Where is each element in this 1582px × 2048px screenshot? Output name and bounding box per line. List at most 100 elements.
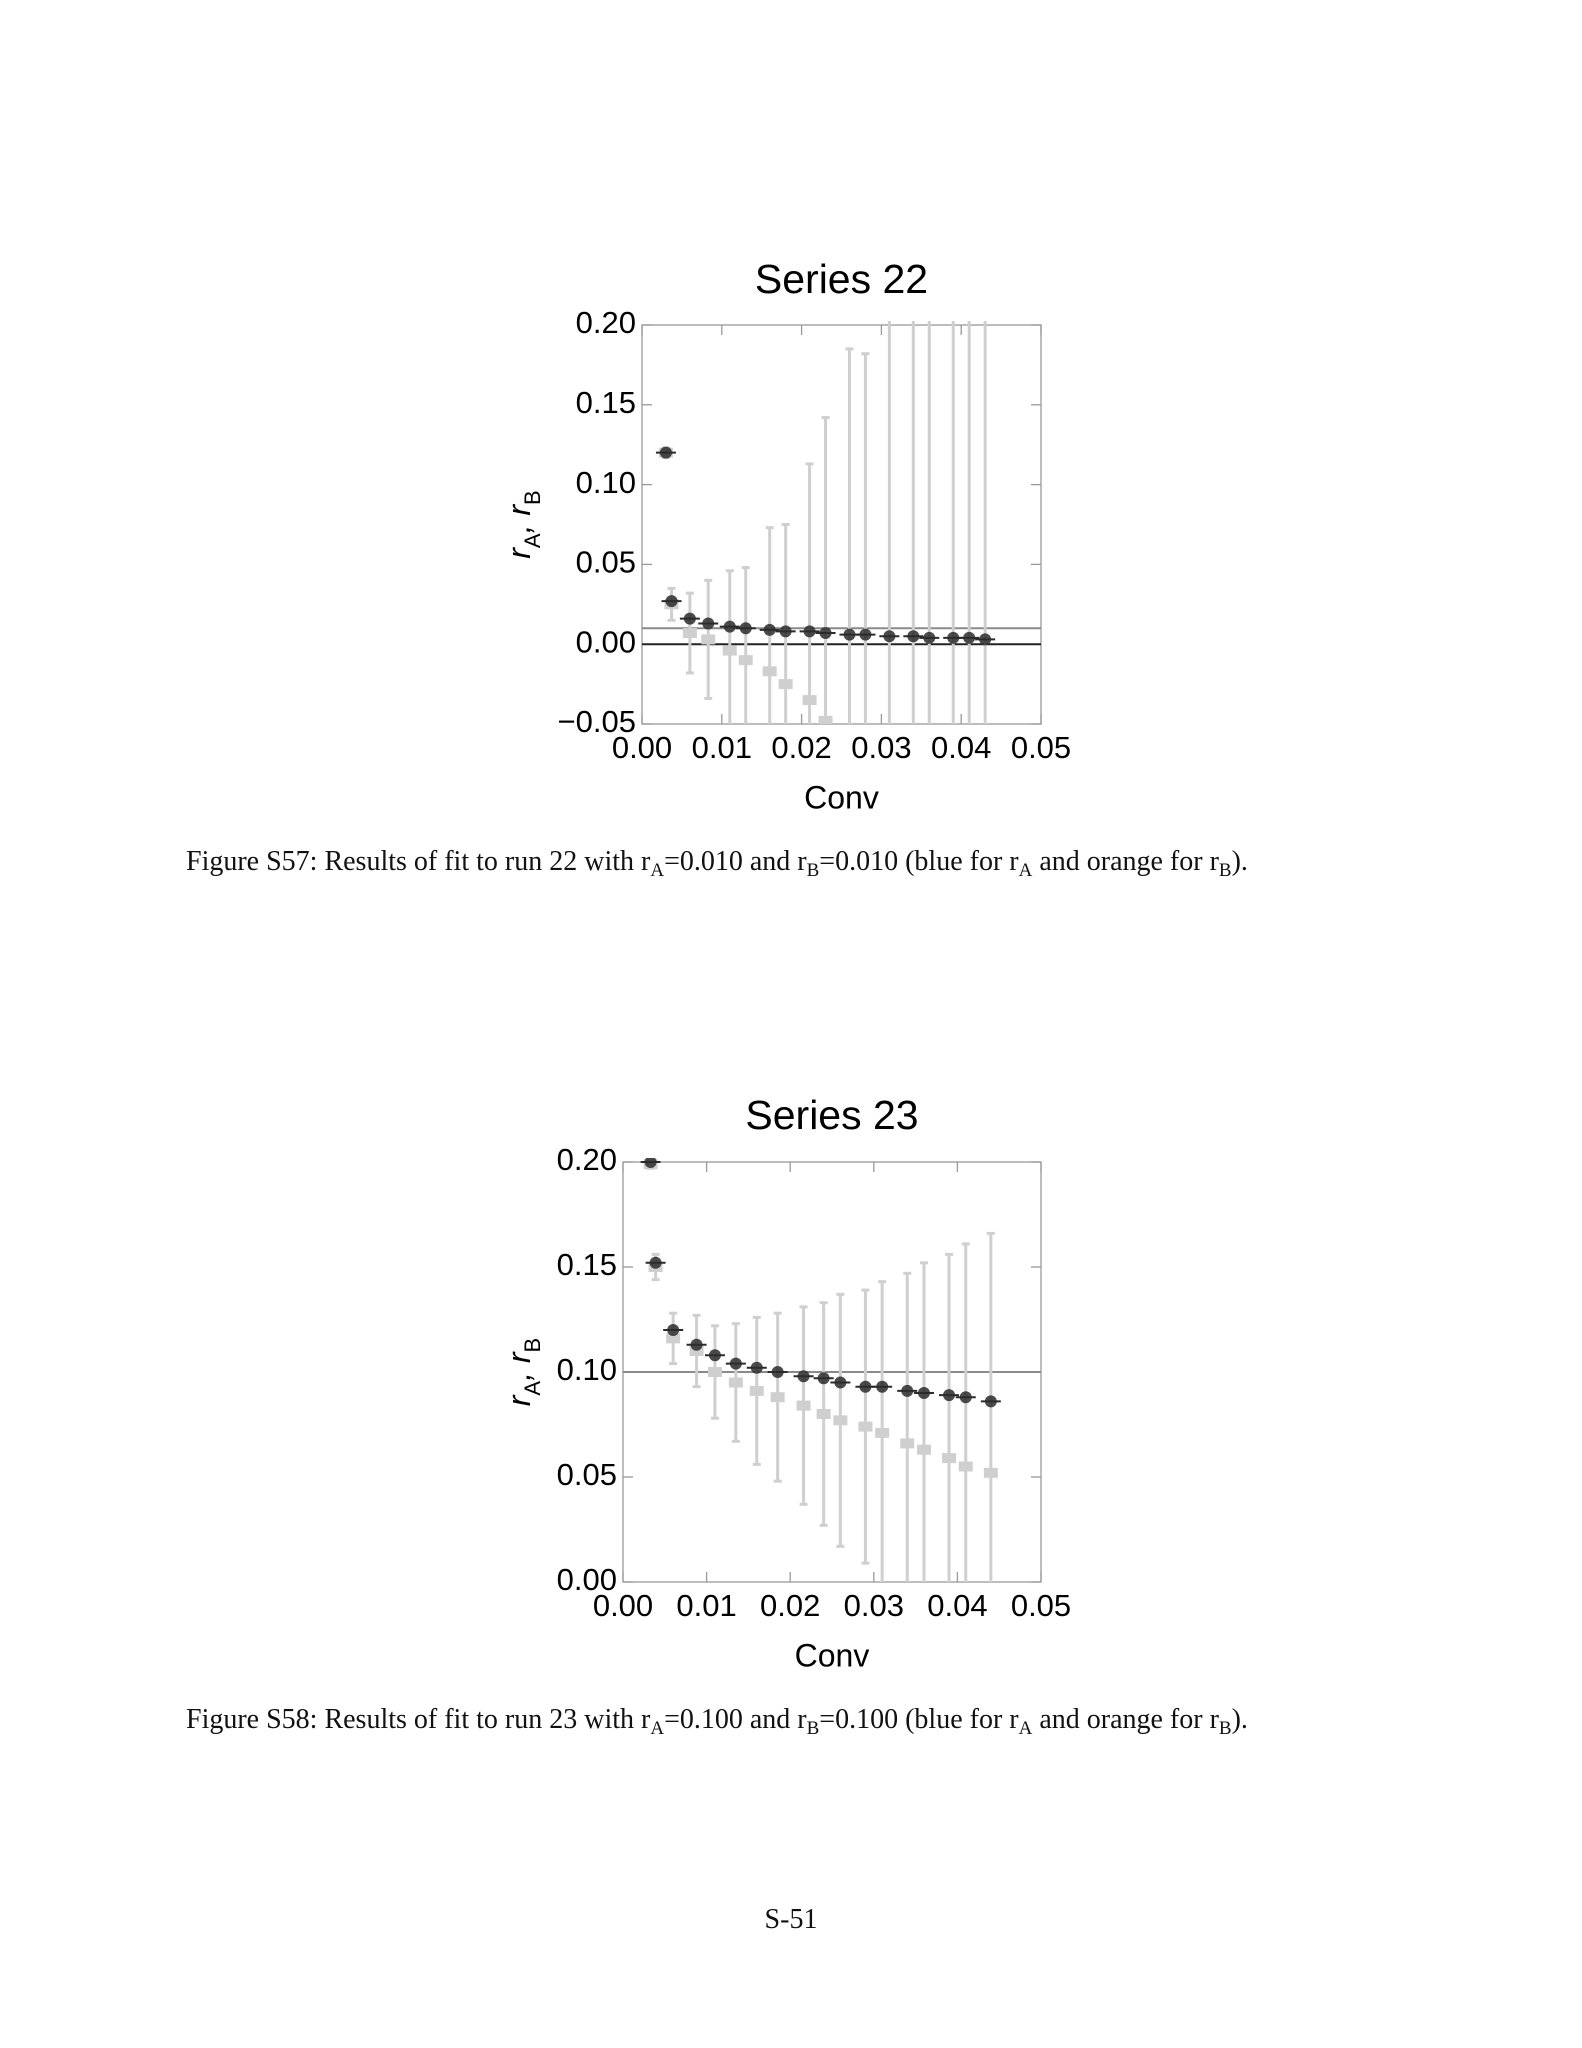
point: [739, 622, 752, 635]
caption-subscript: B: [806, 860, 820, 881]
caption-subscript: A: [650, 1718, 665, 1739]
point: [778, 679, 793, 690]
x-tick-label: 0.01: [676, 1588, 736, 1623]
point: [683, 612, 696, 625]
y-axis-label-text: , r: [501, 1351, 537, 1381]
point: [858, 767, 872, 777]
caption: Figure S57: Results of fit to run 22 wit…: [186, 843, 1390, 881]
point: [649, 1256, 662, 1269]
point: [722, 645, 737, 656]
point: [947, 631, 960, 644]
point: [659, 446, 672, 459]
point: [667, 1324, 680, 1336]
point: [946, 895, 960, 905]
point: [707, 1367, 722, 1377]
caption: Figure S58: Results of fit to run 23 wit…: [186, 1701, 1390, 1739]
caption-text: and orange for r: [1032, 846, 1219, 877]
point: [917, 1387, 930, 1399]
y-axis-label: rA, rB: [501, 1338, 545, 1406]
point: [819, 627, 832, 640]
caption-text: =0.010 and r: [664, 846, 807, 877]
y-tick-label: 0.20: [557, 1142, 617, 1177]
y-tick-label: 0.10: [576, 465, 636, 500]
plot-frame: [641, 324, 1042, 725]
point: [983, 1467, 998, 1478]
caption-subscript: A: [1018, 1718, 1033, 1739]
x-tick-label: 0.02: [760, 1588, 820, 1623]
point: [958, 1461, 973, 1472]
caption-text: and orange for r: [1032, 1704, 1219, 1735]
point: [666, 1333, 681, 1344]
point: [729, 1357, 742, 1370]
point: [762, 666, 777, 677]
y-axis-label-subscript: B: [520, 490, 545, 505]
caption-subscript: B: [806, 1718, 820, 1739]
point: [833, 1415, 848, 1426]
point: [682, 628, 697, 639]
plot-area: [642, 321, 1041, 936]
point: [882, 799, 896, 809]
x-tick-label: 0.04: [927, 1588, 987, 1623]
x-tick-label: 0.01: [692, 730, 752, 765]
caption-subscript: B: [1218, 860, 1232, 881]
point: [728, 1377, 743, 1388]
point: [979, 633, 992, 646]
chart: Series 23 Conv rA, rB 0.00 0.01 0.02 0.03 0.04 0…: [501, 1092, 1071, 1674]
point: [690, 1338, 703, 1351]
caption-subscript: A: [650, 860, 665, 881]
x-tick-label: 0.03: [844, 1588, 904, 1623]
point: [923, 631, 936, 644]
point: [817, 1372, 830, 1385]
point: [858, 1421, 873, 1432]
point: [875, 1427, 890, 1438]
point: [701, 634, 716, 645]
point: [962, 926, 976, 936]
point: [763, 623, 776, 636]
y-axis-label-text: , r: [501, 504, 537, 534]
chart-title: Series 22: [755, 256, 928, 302]
point: [749, 1385, 764, 1396]
point: [834, 1376, 847, 1389]
y-axis-label-text: r: [501, 547, 537, 559]
point: [859, 628, 872, 641]
point: [900, 1438, 915, 1449]
y-tick-label: −0.05: [558, 704, 636, 739]
point: [702, 617, 715, 630]
point: [963, 631, 976, 644]
point: [984, 1395, 997, 1408]
point: [883, 630, 896, 643]
point: [907, 630, 920, 643]
point: [942, 1453, 957, 1464]
point: [843, 628, 856, 641]
caption-subscript: B: [1218, 1718, 1232, 1739]
point: [906, 831, 920, 841]
caption-text: Figure S57: Results of fit to run 22 wit…: [186, 846, 651, 877]
point: [689, 1346, 704, 1356]
caption-text: =0.100 (blue for r: [819, 1704, 1019, 1735]
point: [943, 1389, 956, 1402]
point: [818, 715, 833, 724]
caption-text: =0.100 and r: [664, 1704, 807, 1735]
point: [803, 625, 816, 638]
caption-text: ).: [1231, 1704, 1248, 1735]
x-tick-label: 0.02: [771, 730, 831, 765]
point: [779, 625, 792, 638]
point: [876, 1380, 889, 1393]
y-tick-label: 0.00: [576, 624, 636, 659]
y-axis-label-subscript: A: [520, 533, 545, 548]
caption-subscript: A: [1018, 860, 1033, 881]
y-tick-label: 0.05: [576, 545, 636, 580]
y-axis-label-subscript: A: [520, 1381, 545, 1396]
x-tick-label: 0.00: [593, 1588, 653, 1623]
x-axis-label: Conv: [795, 1637, 870, 1673]
caption-text: Figure S58: Results of fit to run 23 wit…: [186, 1704, 651, 1735]
caption-text: =0.010 (blue for r: [819, 846, 1019, 877]
y-axis-label-text: r: [501, 1394, 537, 1406]
y-axis-label: rA, rB: [501, 490, 545, 558]
y-tick-label: 0.15: [557, 1247, 617, 1282]
x-tick-label: 0.04: [931, 730, 991, 765]
point: [708, 1349, 721, 1362]
y-tick-label: 0.15: [576, 385, 636, 420]
point: [771, 1366, 784, 1378]
